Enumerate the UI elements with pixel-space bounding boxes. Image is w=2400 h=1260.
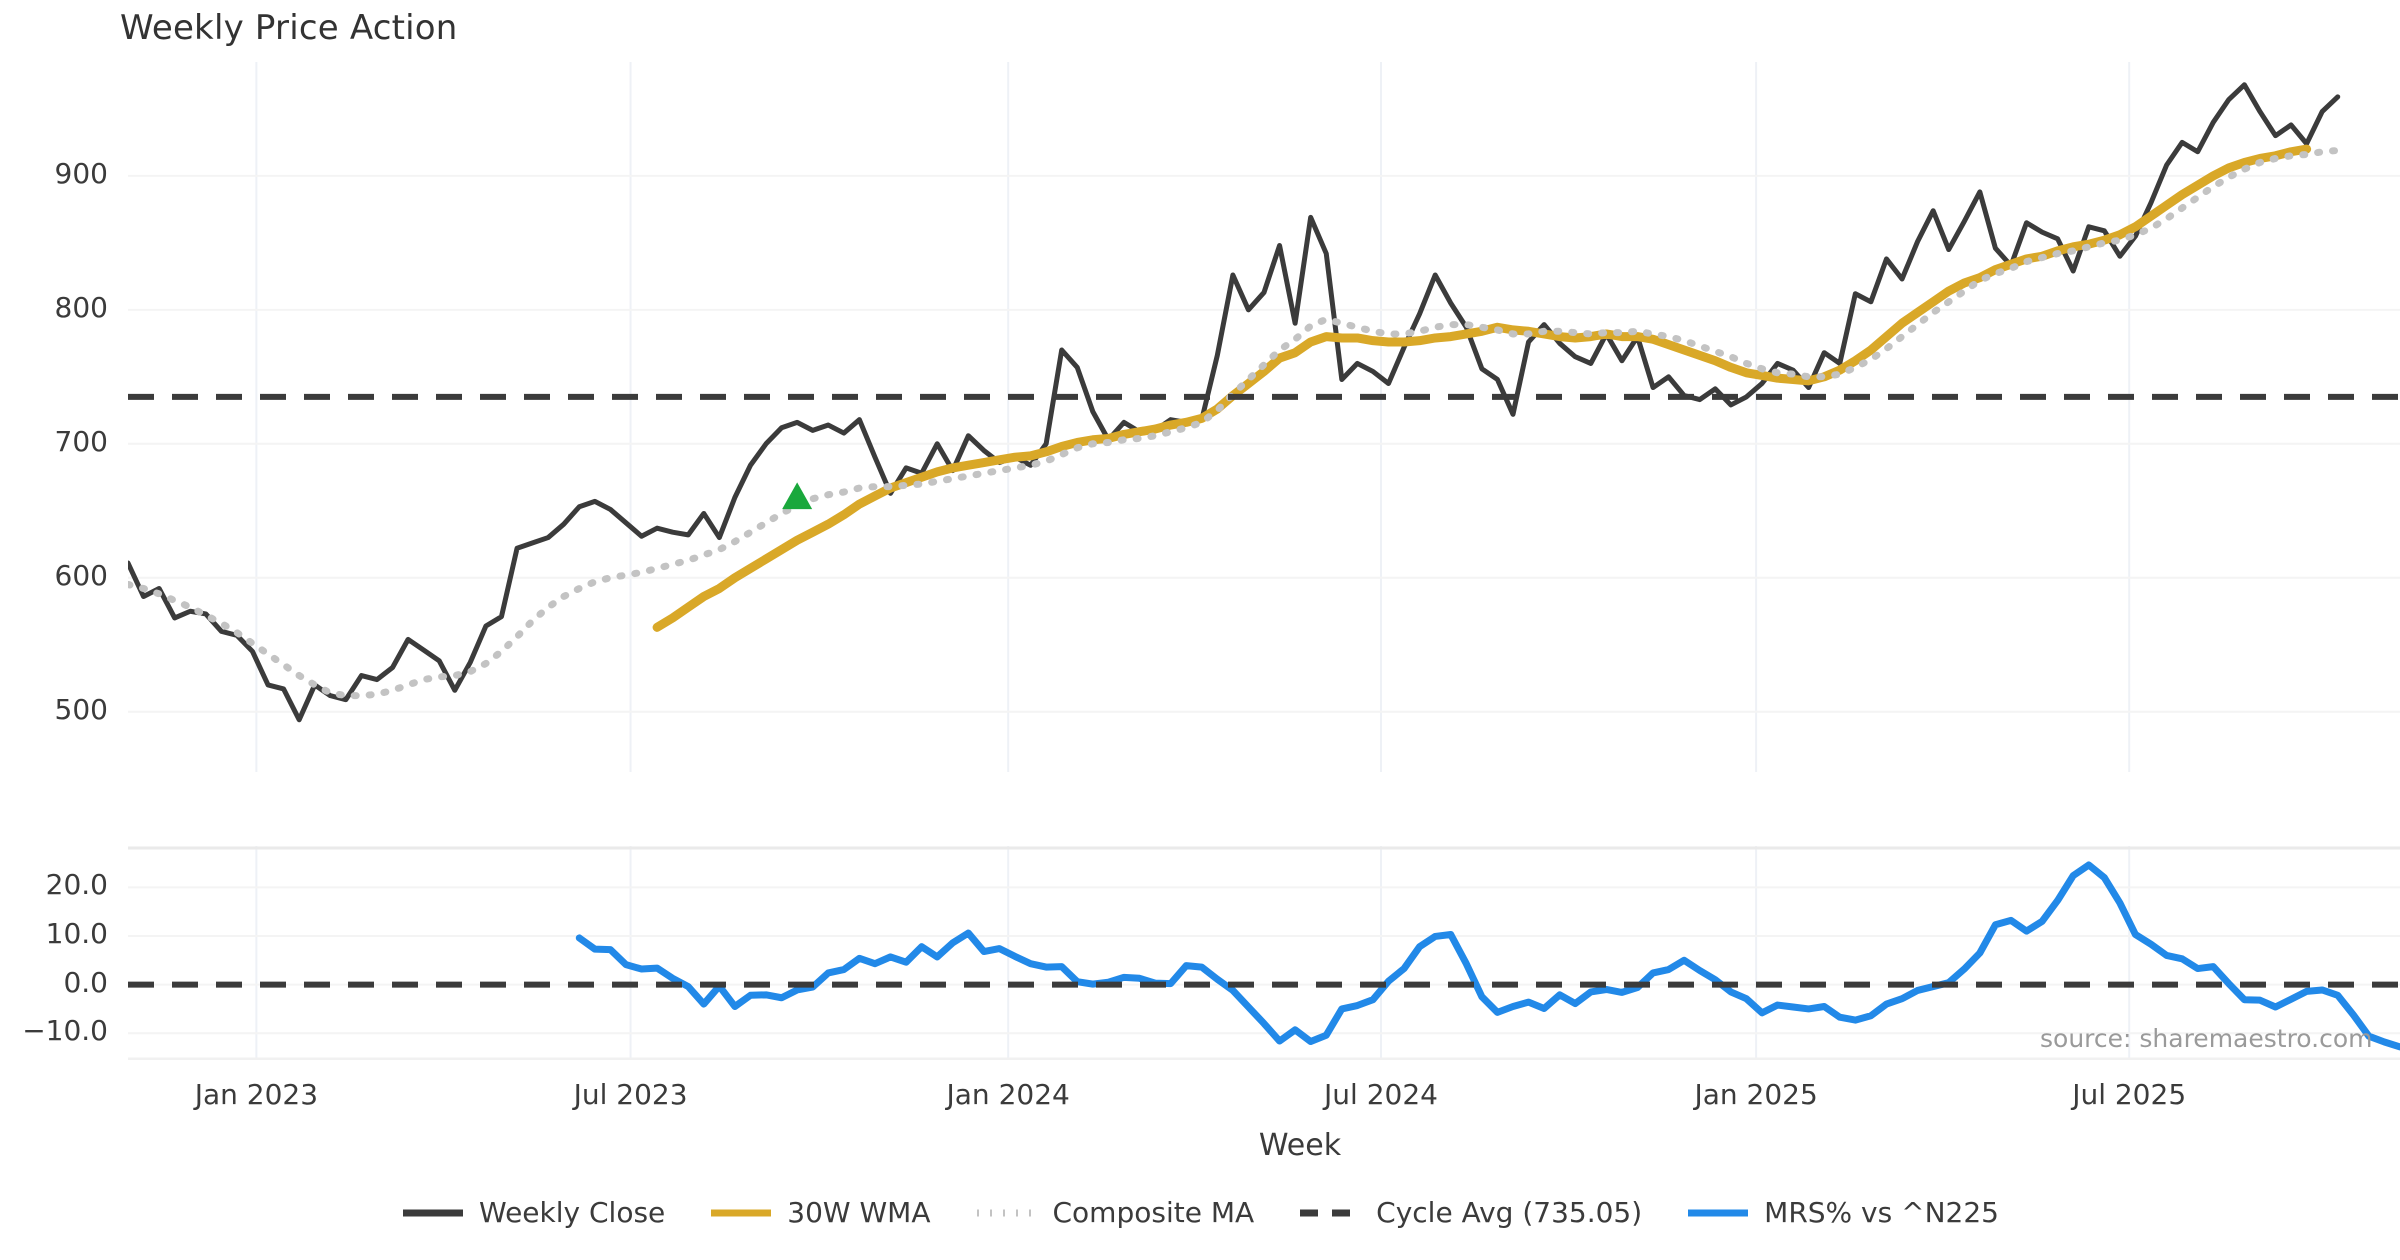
page-title: Weekly Price Action (120, 8, 458, 48)
y-tick-mrs-0: 20.0 (45, 868, 108, 902)
y-tick-price-4: 500 (54, 692, 108, 726)
legend-label: Cycle Avg (735.05) (1376, 1196, 1643, 1229)
y-tick-mrs-1: 10.0 (45, 916, 108, 950)
y-tick-mrs-2: 0.0 (63, 965, 108, 999)
mrs-plot-area (128, 846, 2400, 1060)
x-tick-0: Jan 2023 (194, 1078, 319, 1111)
legend-item-2[interactable]: Composite MA (975, 1196, 1255, 1229)
legend-label: MRS% vs ^N225 (1764, 1196, 1999, 1229)
chart-legend: Weekly Close 30W WMA Composite MA Cycle Avg… (0, 1196, 2400, 1229)
x-tick-5: Jul 2025 (2072, 1078, 2187, 1111)
legend-swatch-icon (711, 1209, 772, 1216)
x-tick-1: Jul 2023 (573, 1078, 688, 1111)
y-tick-mrs-3: −10.0 (22, 1014, 108, 1048)
legend-item-4[interactable]: MRS% vs ^N225 (1686, 1196, 1999, 1229)
legend-label: Composite MA (1052, 1196, 1255, 1229)
legend-swatch-icon (1688, 1209, 1749, 1216)
y-tick-price-1: 800 (54, 290, 108, 324)
legend-item-3[interactable]: Cycle Avg (735.05) (1298, 1196, 1642, 1229)
x-tick-3: Jul 2024 (1324, 1078, 1438, 1111)
y-tick-price-0: 900 (54, 156, 108, 190)
legend-label: 30W WMA (787, 1196, 931, 1229)
legend-item-1[interactable]: 30W WMA (709, 1196, 931, 1229)
source-watermark: source: sharemaestro.com (2040, 1024, 2373, 1053)
x-tick-2: Jan 2024 (946, 1078, 1070, 1111)
x-tick-4: Jan 2025 (1694, 1078, 1818, 1111)
legend-swatch-icon (1300, 1209, 1361, 1216)
legend-item-0[interactable]: Weekly Close (401, 1196, 665, 1229)
mrs-chart-svg (128, 846, 2400, 1060)
legend-swatch-icon (976, 1209, 1037, 1216)
x-axis-label: Week (1258, 1128, 1342, 1163)
price-plot-area (128, 62, 2400, 772)
legend-label: Weekly Close (479, 1196, 666, 1229)
y-tick-price-2: 700 (54, 424, 108, 458)
price-chart-svg (128, 62, 2400, 772)
y-tick-price-3: 600 (54, 558, 108, 592)
legend-swatch-icon (403, 1209, 464, 1216)
